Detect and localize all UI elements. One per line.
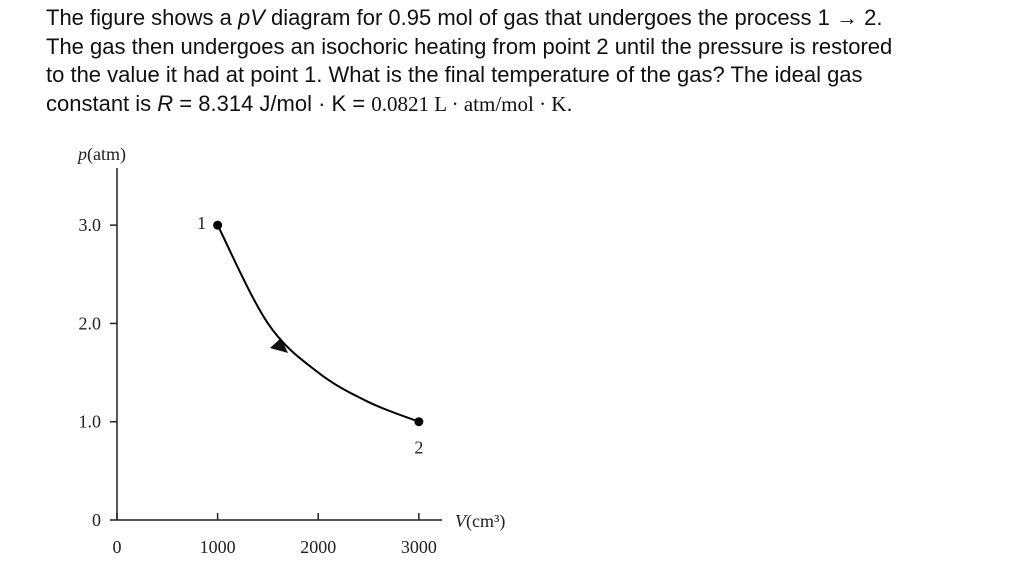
process-curve: [216, 224, 420, 423]
text: V: [455, 511, 468, 531]
text-line: to the value it had at point 1. What is …: [46, 62, 863, 87]
y-tick-label: 1.0: [79, 412, 102, 432]
y-tick-label: 0: [92, 510, 101, 530]
x-tick-label: 2000: [300, 537, 336, 557]
text: p: [76, 144, 87, 164]
x-axis-label: V(cm³): [455, 511, 505, 532]
text: 0.0821 L · atm/mol · K: [371, 91, 567, 116]
text: R: [157, 90, 174, 116]
text-line: constant is R = 8.314 J/mol · K = 0.0821…: [46, 90, 892, 119]
text-line: The figure shows a pV diagram for 0.95 m…: [46, 4, 892, 33]
text: diagram for 0.95 mol of gas that undergo…: [264, 5, 883, 30]
text: (cm³): [466, 511, 505, 532]
text: pV: [237, 5, 265, 30]
text-line: The gas then undergoes an isochoric heat…: [46, 33, 893, 59]
y-tick-label: 2.0: [79, 313, 102, 333]
x-tick-label: 0: [113, 537, 122, 557]
text: The figure shows a: [46, 5, 238, 30]
direction-arrow: [270, 338, 288, 353]
text: (atm): [87, 144, 126, 165]
text: = 8.314 J/mol · K =: [173, 90, 372, 116]
y-axis-label: p(atm): [76, 144, 126, 165]
x-tick-label: 3000: [401, 537, 437, 557]
point-label: 2: [414, 438, 423, 458]
x-tick-label: 1000: [200, 537, 236, 557]
point-label: 1: [197, 213, 206, 233]
text: constant is: [46, 90, 158, 116]
state-point: [414, 417, 424, 427]
problem-text: The figure shows a pV diagram for 0.95 m…: [46, 4, 892, 118]
y-tick-label: 3.0: [79, 215, 102, 235]
text: .: [566, 90, 573, 116]
state-point: [213, 220, 223, 230]
